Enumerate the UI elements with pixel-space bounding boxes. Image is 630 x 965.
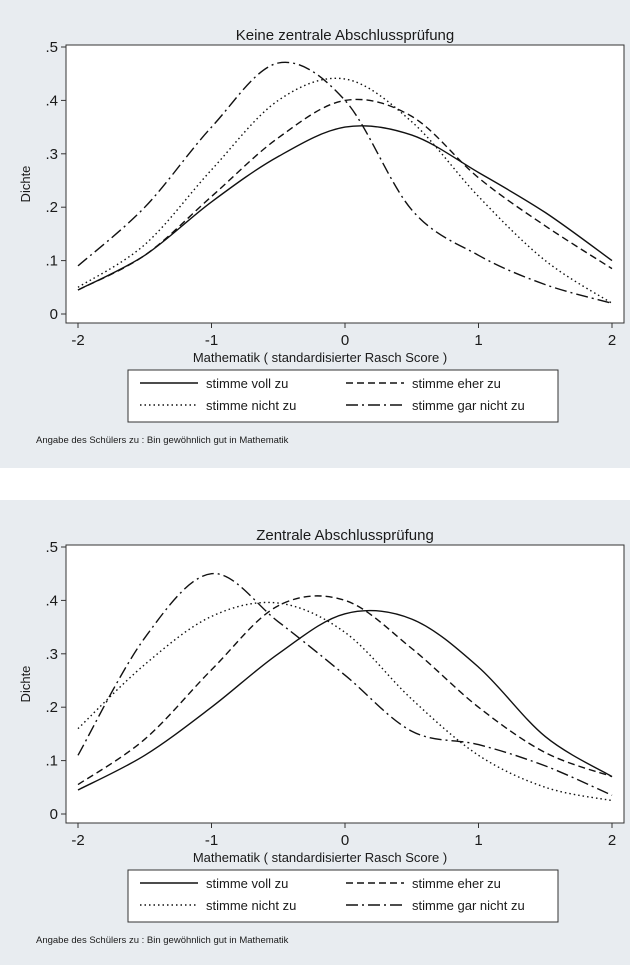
density-chart-no-central-exam: Keine zentrale Abschlussprüfung 0 .1 .2 .3 .4… — [18, 27, 625, 446]
series-line-1 — [77, 125, 613, 291]
x-tick-label: -2 — [71, 832, 84, 849]
y-axis-label: Dichte — [18, 166, 33, 203]
y-tick-label: .5 — [45, 539, 58, 556]
x-tick-label: 2 — [608, 832, 616, 849]
series-line-4 — [77, 61, 613, 304]
chart-title: Keine zentrale Abschlussprüfung — [236, 27, 454, 44]
x-axis-label: Mathematik ( standardisierter Rasch Scor… — [193, 850, 447, 865]
y-tick-label: .4 — [45, 592, 58, 609]
y-tick-label: .2 — [45, 699, 58, 716]
series-line-3 — [77, 77, 613, 304]
x-tick-label: -1 — [205, 332, 218, 349]
plot-area — [65, 44, 625, 324]
legend-label: stimme gar nicht zu — [412, 398, 525, 413]
density-chart-central-exam: Zentrale Abschlussprüfung 0 .1 .2 .3 .4 .5 -2 -1… — [18, 527, 625, 946]
legend-box — [127, 369, 559, 423]
legend-label: stimme voll zu — [206, 876, 288, 891]
y-tick-label: .3 — [45, 146, 58, 163]
y-tick-label: .2 — [45, 199, 58, 216]
x-tick-label: -2 — [71, 332, 84, 349]
y-tick-label: .5 — [45, 39, 58, 56]
chart-panel-central-exam: Zentrale Abschlussprüfung 0 .1 .2 .3 .4 .5 -2 -1… — [0, 500, 630, 965]
y-tick-label: .4 — [45, 92, 58, 109]
chart-panel-no-central-exam: Keine zentrale Abschlussprüfung 0 .1 .2 .3 .4… — [0, 0, 630, 468]
legend-label: stimme nicht zu — [206, 898, 296, 913]
legend-label: stimme eher zu — [412, 876, 501, 891]
y-tick-label: .3 — [45, 646, 58, 663]
x-tick-label: -1 — [205, 832, 218, 849]
series-line-2 — [77, 98, 613, 291]
series-line-4 — [77, 572, 613, 796]
x-tick-label: 2 — [608, 332, 616, 349]
series-line-1 — [77, 609, 613, 791]
series-line-2 — [77, 595, 613, 786]
y-axis-label: Dichte — [18, 666, 33, 703]
chart-note: Angabe des Schülers zu : Bin gewöhnlich … — [36, 935, 289, 946]
x-tick-label: 0 — [341, 832, 349, 849]
chart-note: Angabe des Schülers zu : Bin gewöhnlich … — [36, 435, 289, 446]
x-tick-label: 1 — [474, 832, 482, 849]
legend-label: stimme nicht zu — [206, 398, 296, 413]
y-tick-label: 0 — [50, 806, 58, 823]
legend-label: stimme gar nicht zu — [412, 898, 525, 913]
legend-box — [127, 869, 559, 923]
y-tick-label: 0 — [50, 306, 58, 323]
chart-title: Zentrale Abschlussprüfung — [256, 527, 434, 544]
legend-label: stimme eher zu — [412, 376, 501, 391]
x-tick-label: 0 — [341, 332, 349, 349]
plot-area — [65, 544, 625, 824]
legend-label: stimme voll zu — [206, 376, 288, 391]
series-line-3 — [77, 601, 613, 802]
y-tick-label: .1 — [45, 253, 58, 270]
x-axis-label: Mathematik ( standardisierter Rasch Scor… — [193, 350, 447, 365]
x-tick-label: 1 — [474, 332, 482, 349]
y-tick-label: .1 — [45, 753, 58, 770]
